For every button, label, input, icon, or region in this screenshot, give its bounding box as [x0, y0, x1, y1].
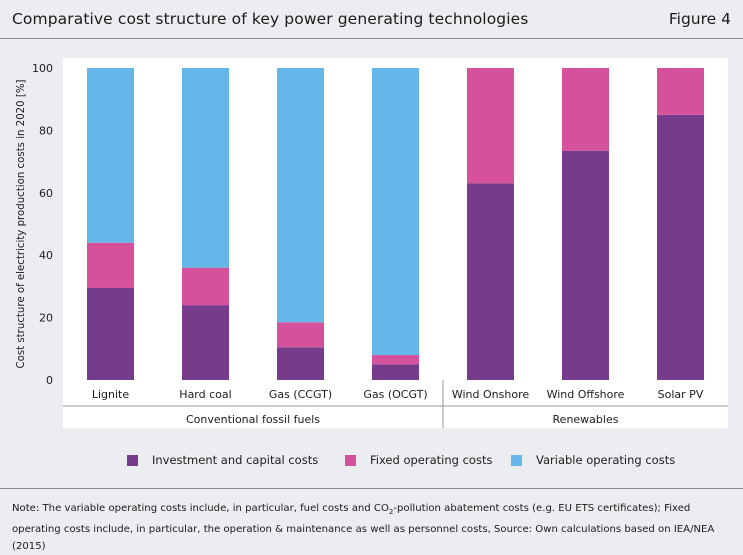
bar-segment-fixed	[182, 267, 229, 306]
legend-swatch-variable	[511, 454, 522, 466]
bar-segment-fixed	[467, 68, 514, 184]
y-tick-label: 40	[39, 249, 53, 262]
bar-segment-fixed	[277, 322, 324, 348]
chart: 0 20 40 60 80 100 Cost structure of electricit…	[16, 58, 728, 428]
x-tick-label: Lignite	[92, 388, 130, 401]
bar-segment-investment	[277, 347, 324, 380]
legend-item-fixed: Fixed operating costs	[345, 453, 492, 467]
bar-segment-fixed	[562, 68, 609, 151]
source-note: Note: The variable operating costs inclu…	[12, 500, 736, 555]
chart-title: Comparative cost structure of key power …	[12, 10, 529, 28]
x-tick-label: Gas (OCGT)	[363, 388, 427, 401]
bar-segment-investment	[87, 287, 134, 380]
group-label: Conventional fossil fuels	[186, 413, 320, 426]
note-text-1: Note: The variable operating costs inclu…	[12, 503, 389, 514]
y-tick-label: 0	[46, 374, 53, 387]
bar-segment-fixed	[657, 68, 704, 115]
x-tick-label: Wind Onshore	[452, 388, 529, 401]
x-tick-label: Wind Offshore	[547, 388, 625, 401]
bar-segment-investment	[657, 114, 704, 381]
bar-segment-variable	[87, 68, 134, 243]
note-subscript: 2	[388, 508, 394, 517]
legend-label-investment: Investment and capital costs	[152, 453, 319, 467]
bar-segment-investment	[372, 364, 419, 380]
x-tick-label: Solar PV	[658, 388, 704, 401]
legend-item-investment: Investment and capital costs	[127, 453, 318, 467]
y-tick-label: 60	[39, 187, 53, 200]
y-tick-label: 80	[39, 124, 53, 137]
header: Comparative cost structure of key power …	[0, 0, 743, 39]
bar-segment-investment	[467, 183, 514, 380]
bar-segment-fixed	[372, 355, 419, 365]
x-tick-label: Hard coal	[179, 388, 231, 401]
y-axis-label: Cost structure of electricity production…	[16, 79, 27, 368]
bar-segment-investment	[562, 150, 609, 380]
legend-label-fixed: Fixed operating costs	[370, 453, 493, 467]
legend-swatch-investment	[127, 454, 138, 466]
bar-segment-variable	[277, 68, 324, 323]
legend: Investment and capital costs Fixed opera…	[0, 453, 743, 473]
bar-segment-variable	[372, 68, 419, 356]
legend-swatch-fixed	[345, 454, 356, 466]
bar-segment-variable	[182, 68, 229, 268]
y-tick-label: 20	[39, 312, 53, 325]
y-tick-label: 100	[32, 62, 53, 75]
x-tick-label: Gas (CCGT)	[269, 388, 332, 401]
bar-segment-fixed	[87, 242, 134, 288]
legend-label-variable: Variable operating costs	[536, 453, 676, 467]
footer: Note: The variable operating costs inclu…	[0, 488, 743, 552]
figure-label: Figure 4	[668, 10, 731, 28]
legend-item-variable: Variable operating costs	[511, 453, 675, 467]
bar-segment-investment	[182, 305, 229, 380]
group-label: Renewables	[553, 413, 619, 426]
